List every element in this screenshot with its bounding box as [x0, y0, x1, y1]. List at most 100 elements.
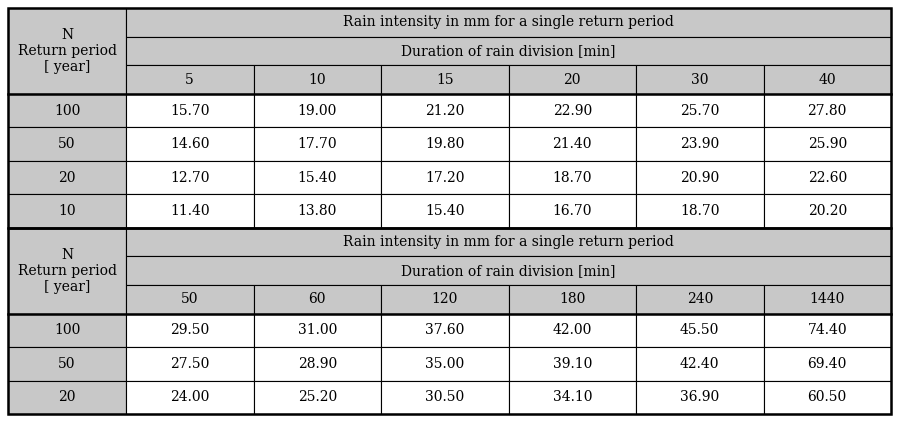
Bar: [126, 228, 891, 257]
Text: 30: 30: [691, 73, 708, 87]
Bar: [8, 161, 126, 194]
Bar: [381, 161, 509, 194]
Bar: [509, 94, 636, 127]
Text: 15: 15: [436, 73, 454, 87]
Bar: [254, 127, 381, 161]
Bar: [126, 127, 254, 161]
Bar: [763, 347, 891, 381]
Bar: [126, 161, 254, 194]
Text: 45.50: 45.50: [680, 323, 719, 338]
Bar: [509, 285, 636, 314]
Bar: [8, 314, 126, 347]
Text: 5: 5: [185, 73, 194, 87]
Bar: [254, 347, 381, 381]
Bar: [381, 194, 509, 228]
Bar: [763, 381, 891, 414]
Bar: [636, 127, 763, 161]
Bar: [126, 65, 254, 94]
Bar: [8, 194, 126, 228]
Text: 20: 20: [564, 73, 581, 87]
Bar: [381, 94, 509, 127]
Text: 17.20: 17.20: [425, 170, 465, 184]
Bar: [636, 65, 763, 94]
Text: 28.90: 28.90: [298, 357, 337, 371]
Text: 69.40: 69.40: [807, 357, 847, 371]
Text: 39.10: 39.10: [553, 357, 592, 371]
Text: 42.40: 42.40: [680, 357, 719, 371]
Bar: [763, 65, 891, 94]
Bar: [763, 285, 891, 314]
Bar: [636, 94, 763, 127]
Text: 30.50: 30.50: [425, 390, 465, 404]
Bar: [636, 161, 763, 194]
Bar: [126, 194, 254, 228]
Bar: [126, 37, 891, 65]
Text: 20: 20: [58, 390, 76, 404]
Text: 19.80: 19.80: [425, 137, 465, 151]
Text: 13.80: 13.80: [298, 204, 337, 218]
Text: 17.70: 17.70: [298, 137, 337, 151]
Text: 21.20: 21.20: [425, 104, 465, 118]
Text: 25.90: 25.90: [807, 137, 847, 151]
Bar: [8, 381, 126, 414]
Text: 18.70: 18.70: [680, 204, 719, 218]
Text: 1440: 1440: [810, 292, 845, 306]
Bar: [381, 314, 509, 347]
Bar: [126, 8, 891, 37]
Bar: [126, 285, 254, 314]
Text: 16.70: 16.70: [553, 204, 592, 218]
Text: 22.60: 22.60: [807, 170, 847, 184]
Bar: [509, 161, 636, 194]
Bar: [126, 381, 254, 414]
Text: 50: 50: [58, 137, 76, 151]
Text: 100: 100: [54, 104, 80, 118]
Bar: [509, 194, 636, 228]
Text: N
Return period
[ year]: N Return period [ year]: [17, 28, 117, 74]
Bar: [763, 161, 891, 194]
Bar: [254, 94, 381, 127]
Text: 35.00: 35.00: [425, 357, 465, 371]
Bar: [381, 127, 509, 161]
Text: 240: 240: [687, 292, 713, 306]
Text: 60.50: 60.50: [807, 390, 847, 404]
Text: 50: 50: [58, 357, 76, 371]
Text: 25.70: 25.70: [680, 104, 719, 118]
Text: 20: 20: [58, 170, 76, 184]
Text: 27.50: 27.50: [170, 357, 209, 371]
Text: 15.40: 15.40: [425, 204, 465, 218]
Bar: [763, 194, 891, 228]
Bar: [8, 8, 126, 94]
Text: Duration of rain division [min]: Duration of rain division [min]: [401, 264, 616, 278]
Text: 27.80: 27.80: [807, 104, 847, 118]
Text: 22.90: 22.90: [553, 104, 592, 118]
Bar: [126, 257, 891, 285]
Text: Duration of rain division [min]: Duration of rain division [min]: [401, 44, 616, 58]
Bar: [636, 347, 763, 381]
Text: Rain intensity in mm for a single return period: Rain intensity in mm for a single return…: [343, 15, 674, 30]
Text: 29.50: 29.50: [170, 323, 209, 338]
Bar: [381, 347, 509, 381]
Text: 18.70: 18.70: [553, 170, 592, 184]
Text: 50: 50: [181, 292, 199, 306]
Bar: [8, 94, 126, 127]
Bar: [381, 65, 509, 94]
Bar: [8, 127, 126, 161]
Bar: [8, 228, 126, 314]
Text: 20.90: 20.90: [681, 170, 719, 184]
Bar: [126, 314, 254, 347]
Bar: [509, 381, 636, 414]
Text: 25.20: 25.20: [298, 390, 337, 404]
Bar: [509, 314, 636, 347]
Bar: [636, 194, 763, 228]
Text: 12.70: 12.70: [170, 170, 209, 184]
Bar: [8, 347, 126, 381]
Text: 180: 180: [559, 292, 585, 306]
Text: 34.10: 34.10: [553, 390, 592, 404]
Text: 14.60: 14.60: [170, 137, 209, 151]
Bar: [509, 347, 636, 381]
Bar: [254, 314, 381, 347]
Text: 15.40: 15.40: [298, 170, 337, 184]
Text: 37.60: 37.60: [425, 323, 465, 338]
Bar: [636, 285, 763, 314]
Bar: [381, 285, 509, 314]
